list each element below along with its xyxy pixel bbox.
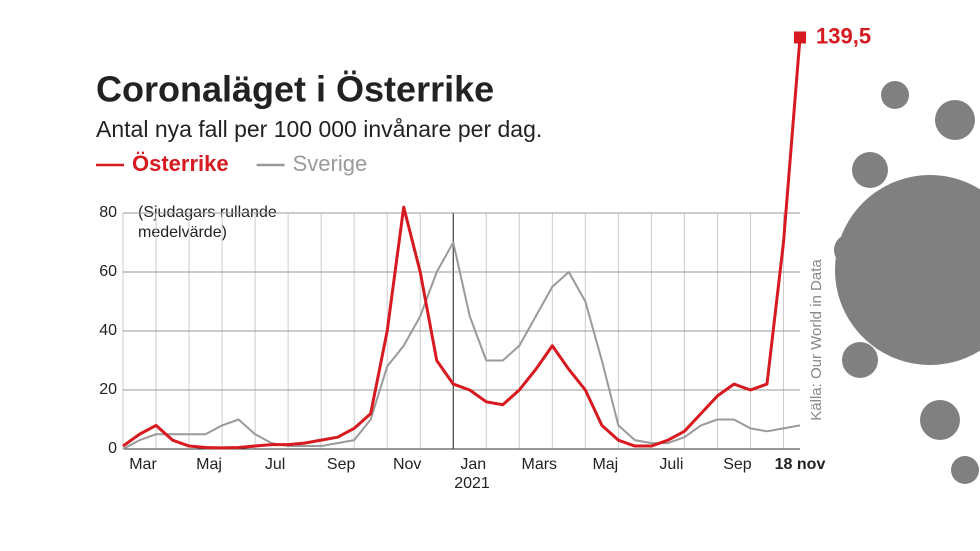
x-tick-label: 18 nov [775, 456, 826, 473]
chart-title: Coronaläget i Österrike [96, 69, 494, 110]
x-tick-label: Mar [129, 456, 157, 473]
y-tick-label: 60 [99, 263, 117, 280]
source: Källa: Our World in Data [808, 259, 825, 421]
y-tick-label: 80 [99, 204, 117, 221]
x-tick-label: Sep [327, 456, 356, 473]
x-tick-label: Juli [659, 456, 683, 473]
legend-label: Sverige [293, 151, 368, 176]
x-tick-label: Nov [393, 456, 421, 473]
line-series [122, 241, 801, 450]
legend-label: Österrike [132, 151, 229, 176]
y-tick-label: 20 [99, 381, 117, 398]
x-tick-label: Jan [460, 456, 486, 473]
end-marker [794, 31, 806, 44]
y-tick-label: 40 [99, 322, 117, 339]
x-tick-label: Sep [723, 456, 752, 473]
subtitle: Antal nya fall per 100 000 invånare per … [96, 116, 542, 142]
y-tick-label: 0 [108, 440, 117, 457]
x-tick-label: Jul [265, 456, 285, 473]
x-tick-label: Mars [522, 456, 558, 473]
year-label: 2021 [454, 475, 490, 492]
note: medelvärde) [138, 224, 227, 241]
line-series [122, 37, 802, 450]
x-tick-label: Maj [592, 456, 618, 473]
value-label: 139,5 [816, 23, 871, 48]
virus-decoration [834, 81, 980, 484]
x-tick-label: Maj [196, 456, 222, 473]
